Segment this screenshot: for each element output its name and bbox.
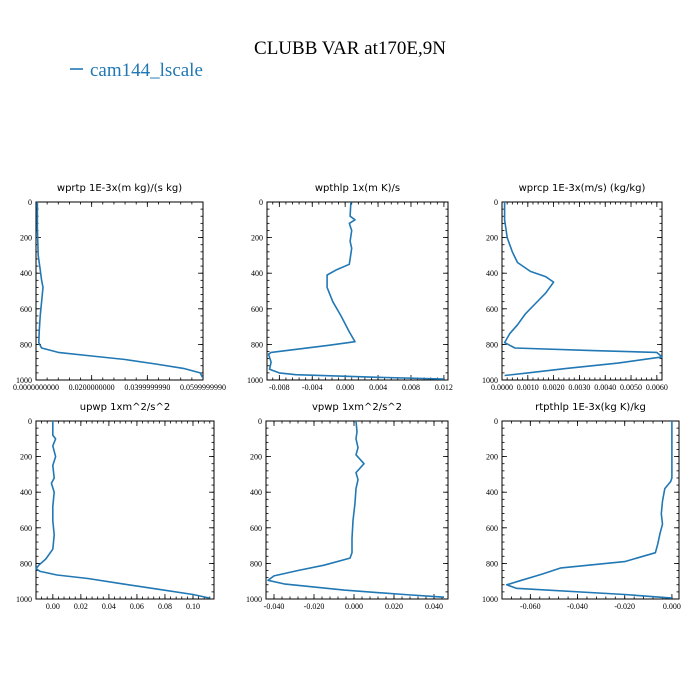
y-tick-label: 800 [20, 559, 32, 568]
x-tick-label: -0.040 [264, 602, 285, 611]
x-tick-label: -0.008 [269, 383, 290, 392]
x-tick-label: -0.060 [520, 602, 541, 611]
y-tick-label: 400 [486, 488, 498, 497]
panel-title: upwp 1xm^2/s^2 [80, 402, 170, 413]
panel-title: wprtp 1E-3x(m kg)/(s kg) [57, 183, 182, 194]
plot-frame [265, 420, 449, 600]
x-tick-label: -0.020 [304, 602, 325, 611]
y-tick-label: 0 [28, 417, 32, 426]
y-tick-label: 400 [20, 488, 32, 497]
x-tick-label: 0.004 [369, 383, 387, 392]
panel-1: wprtp 1E-3x(m kg)/(s kg) 0.0000000000 0.02… [13, 183, 226, 392]
y-tick-label: 1000 [16, 595, 32, 604]
plot-frame [266, 201, 449, 381]
y-tick-label: 0 [28, 198, 32, 207]
y-tick-label: 1000 [246, 595, 262, 604]
x-tick-label: 0.0060 [646, 383, 668, 392]
series-line [36, 202, 204, 378]
series-line [505, 421, 673, 599]
y-tick-label: 400 [486, 269, 498, 278]
x-tick-label: 0.0000000000 [13, 383, 59, 392]
y-tick-label: 200 [20, 453, 32, 462]
x-tick-label: 0.040 [425, 602, 443, 611]
x-tick-label: 0.08 [158, 602, 172, 611]
x-tick-label: 0.008 [402, 383, 420, 392]
x-tick-label: 0.000 [663, 602, 681, 611]
x-tick-label: 0.0050 [620, 383, 642, 392]
plot-frame [501, 420, 680, 600]
y-tick-label: 400 [250, 488, 262, 497]
x-tick-label: 0.0000 [491, 383, 513, 392]
x-tick-label: -0.020 [614, 602, 635, 611]
y-tick-label: 1000 [482, 376, 498, 385]
panel-5: vpwp 1xm^2/s^2 -0.040 -0.020 0.000 0.020 0.04… [246, 402, 449, 611]
y-tick-label: 400 [251, 269, 263, 278]
legend: cam144_lscale [70, 60, 203, 81]
legend-label: cam144_lscale [90, 60, 203, 81]
panel-6: rtpthlp 1E-3x(kg K)/kg -0.060 -0.040 -0.020… [482, 402, 681, 611]
panels: wprtp 1E-3x(m kg)/(s kg)0.0000000000 0.02… [13, 183, 681, 611]
y-tick-label: 800 [250, 559, 262, 568]
x-tick-label: 0.0010 [517, 383, 539, 392]
x-tick-label: 0.02 [74, 602, 88, 611]
x-tick-label: -0.004 [302, 383, 323, 392]
x-tick-label: 0.020 [385, 602, 403, 611]
series-line [267, 420, 445, 598]
plot-frame [35, 420, 215, 600]
y-tick-label: 600 [250, 524, 262, 533]
y-tick-label: 0 [494, 417, 498, 426]
y-tick-label: 0 [258, 417, 262, 426]
y-tick-label: 1000 [247, 376, 263, 385]
x-tick-label: 0.0040 [594, 383, 616, 392]
y-tick-label: 600 [251, 305, 263, 314]
panel-4: upwp 1xm^2/s^2 0.00 0.02 0.04 0.06 0.08 0.10 0 2… [16, 402, 215, 611]
y-tick-label: 600 [486, 305, 498, 314]
x-tick-label: 0.0399999990 [124, 383, 170, 392]
panel-2: wpthlp 1x(m K)/s -0.008 -0.004 0.000 0.004 0.… [247, 183, 453, 392]
x-tick-label: -0.040 [567, 602, 588, 611]
series-line [503, 202, 663, 377]
figure-title: CLUBB VAR at170E,9N [254, 38, 446, 59]
y-tick-label: 600 [20, 305, 32, 314]
x-tick-label: 0.00 [46, 602, 60, 611]
x-tick-label: 0.0030 [568, 383, 590, 392]
y-tick-label: 200 [20, 234, 32, 243]
y-tick-label: 400 [20, 269, 32, 278]
y-tick-label: 200 [251, 234, 263, 243]
y-tick-label: 200 [486, 234, 498, 243]
x-tick-label: 0.06 [130, 602, 144, 611]
y-tick-label: 800 [486, 340, 498, 349]
plot-frame [501, 201, 663, 381]
y-tick-label: 0 [494, 198, 498, 207]
panel-title: wprcp 1E-3x(m/s) (kg/kg) [519, 183, 646, 194]
x-tick-label: 0.012 [435, 383, 453, 392]
x-tick-label: 0.0599999990 [180, 383, 226, 392]
x-tick-label: 0.04 [102, 602, 116, 611]
y-tick-label: 200 [486, 453, 498, 462]
x-tick-label: 0.0200000000 [69, 383, 115, 392]
panel-3: wprcp 1E-3x(m/s) (kg/kg) 0.0000 0.0010 0.00… [482, 183, 668, 392]
y-tick-label: 600 [486, 524, 498, 533]
plot-frame [35, 201, 204, 381]
x-tick-label: 0.000 [336, 383, 354, 392]
y-tick-label: 0 [259, 198, 263, 207]
y-tick-label: 800 [486, 559, 498, 568]
series-line [267, 201, 444, 380]
x-tick-label: 0.0020 [543, 383, 565, 392]
y-tick-label: 800 [251, 340, 263, 349]
y-tick-label: 1000 [482, 595, 498, 604]
series-line [35, 421, 210, 599]
panel-title: wpthlp 1x(m K)/s [315, 183, 400, 194]
panel-title: rtpthlp 1E-3x(kg K)/kg [535, 402, 646, 413]
x-tick-label: 0.10 [186, 602, 200, 611]
x-tick-label: 0.000 [345, 602, 363, 611]
y-tick-label: 1000 [16, 376, 32, 385]
y-tick-label: 800 [20, 340, 32, 349]
y-tick-label: 200 [250, 453, 262, 462]
panel-title: vpwp 1xm^2/s^2 [312, 402, 402, 413]
y-tick-label: 600 [20, 524, 32, 533]
